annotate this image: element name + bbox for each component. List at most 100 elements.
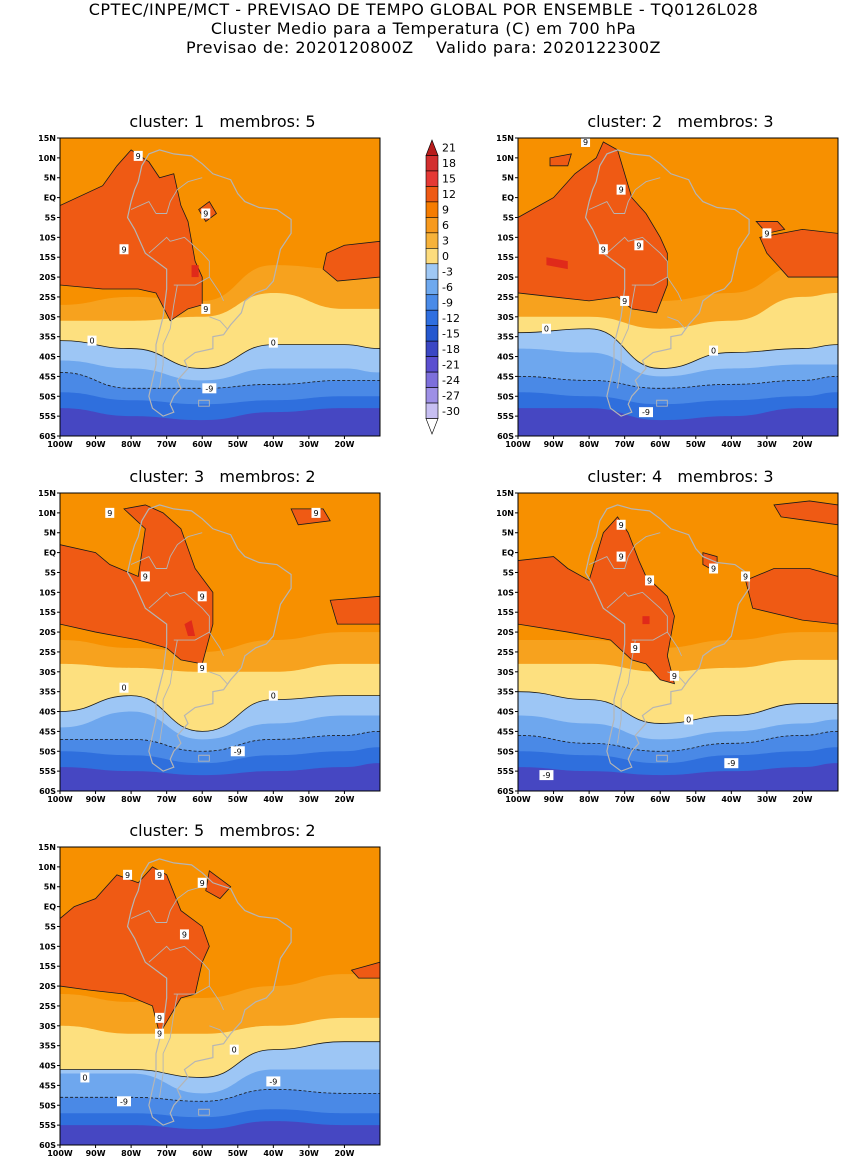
lat-tick-label: 50S	[39, 747, 56, 756]
contour-label: 9	[201, 303, 211, 314]
lon-tick-label: 60W	[650, 440, 670, 449]
temperature-map: 9 9 9 9 9 9 0 0 -9 -9 15N 10N 5N EQ 5S 10S 15S 20S 25S 30S 3…	[38, 843, 381, 1158]
svg-text:9: 9	[143, 572, 148, 581]
svg-text:0: 0	[686, 715, 691, 724]
lat-tick-label: 5S	[45, 568, 57, 577]
svg-text:9: 9	[672, 672, 677, 681]
lat-tick-label: 30S	[39, 313, 56, 322]
svg-text:0: 0	[271, 692, 276, 701]
lat-tick-label: 10S	[497, 233, 514, 242]
contour-label: -9	[639, 407, 653, 418]
colorbar-swatch	[425, 294, 439, 311]
svg-text:9: 9	[743, 572, 748, 581]
lat-tick-label: 15N	[496, 489, 514, 498]
svg-text:0: 0	[121, 684, 126, 693]
lon-tick-label: 90W	[86, 440, 106, 449]
colorbar-swatch	[425, 278, 439, 296]
map-panel-cluster-1: cluster: 1 membros: 5 9 9 9 9 0 0 -9 15N 10N 5N EQ…	[0, 112, 385, 452]
colorbar-swatch	[425, 217, 439, 234]
colorbar-label: -9	[442, 296, 453, 309]
svg-text:9: 9	[601, 245, 606, 254]
lat-tick-label: 35S	[39, 688, 56, 697]
svg-text:9: 9	[636, 241, 641, 250]
lon-tick-label: 60W	[192, 1149, 212, 1158]
colorbar-swatch	[425, 232, 439, 249]
colorbar-label: -21	[442, 358, 460, 371]
panel-title: cluster: 3 membros: 2	[129, 467, 316, 486]
colorbar-swatch	[425, 186, 439, 203]
map-panel-cluster-2: cluster: 2 membros: 3 9 9 9 9 9 9 0 0 -9 15N 10N 5N…	[458, 112, 843, 452]
lat-tick-label: 10N	[496, 154, 514, 163]
contour-label: -9	[724, 758, 739, 769]
map-panel-cluster-5: cluster: 5 membros: 2 9 9 9 9 9 9 0 0 -9 -9 15N 10N…	[0, 821, 385, 1161]
temperature-map: 9 9 9 9 9 9 9 0 -9 -9 15N 10N 5N EQ 5S 10S 15S 20S 25S 30S 3…	[496, 489, 839, 804]
lat-tick-label: EQ	[44, 549, 56, 558]
contour-label: 9	[741, 571, 751, 582]
contour-label: 9	[616, 519, 626, 530]
lat-tick-label: 40S	[39, 708, 56, 717]
lat-tick-label: 10N	[38, 154, 56, 163]
contour-label: 9	[197, 591, 207, 602]
lon-tick-label: 80W	[121, 440, 141, 449]
contour-label: -9	[539, 770, 554, 781]
lat-tick-label: 40S	[39, 1062, 56, 1071]
contour-label: -9	[202, 383, 217, 394]
lat-tick-label: 45S	[39, 1081, 56, 1090]
lat-tick-label: 10N	[38, 509, 56, 518]
svg-text:-9: -9	[120, 1097, 128, 1106]
colorbar-swatch	[425, 387, 439, 404]
lon-tick-label: 70W	[157, 795, 177, 804]
lon-tick-label: 60W	[192, 795, 212, 804]
colorbar-swatch	[425, 155, 439, 172]
contour-label: 0	[684, 714, 694, 725]
contour-label: 9	[616, 184, 626, 195]
lon-tick-label: 20W	[334, 440, 354, 449]
lat-tick-label: 5S	[503, 568, 515, 577]
contour-label: 9	[105, 507, 115, 518]
svg-text:9: 9	[647, 576, 652, 585]
lat-tick-label: 5N	[502, 174, 514, 183]
lon-tick-label: 60W	[192, 440, 212, 449]
contour-label: 0	[268, 690, 278, 701]
lon-tick-label: 30W	[757, 440, 777, 449]
panel-title: cluster: 2 membros: 3	[587, 112, 774, 131]
lon-tick-label: 80W	[579, 440, 599, 449]
colorbar-swatch	[425, 170, 439, 187]
svg-text:9: 9	[313, 509, 318, 518]
lat-tick-label: 25S	[39, 293, 56, 302]
contour-label: 9	[140, 571, 150, 582]
lat-tick-label: 25S	[497, 648, 514, 657]
lat-tick-label: 10S	[39, 588, 56, 597]
lon-tick-label: 100W	[505, 795, 531, 804]
lat-tick-label: 5S	[45, 922, 57, 931]
svg-text:9: 9	[583, 138, 588, 147]
svg-text:9: 9	[121, 245, 126, 254]
contour-label: 9	[155, 1028, 165, 1039]
colorbar-swatch	[425, 248, 439, 265]
lat-tick-label: 15N	[38, 489, 56, 498]
contour-label: 0	[87, 335, 97, 346]
lat-tick-label: 5N	[502, 529, 514, 538]
lon-tick-label: 40W	[721, 440, 741, 449]
svg-text:0: 0	[544, 325, 549, 334]
contour-label: -9	[117, 1096, 131, 1107]
lon-tick-label: 100W	[47, 795, 73, 804]
colorbar-label: 3	[442, 235, 449, 248]
lat-tick-label: 50S	[39, 1101, 56, 1110]
lat-tick-label: 35S	[497, 333, 514, 342]
lat-tick-label: 45S	[39, 727, 56, 736]
contour-label: 9	[581, 136, 591, 147]
contour-label: 9	[634, 240, 644, 251]
lon-tick-label: 80W	[121, 795, 141, 804]
lon-tick-label: 100W	[47, 1149, 73, 1158]
svg-text:-9: -9	[205, 384, 213, 393]
colorbar-swatch	[425, 263, 439, 280]
panel-title: cluster: 1 membros: 5	[129, 112, 316, 131]
lat-tick-label: 55S	[39, 412, 56, 421]
colorbar-label: -24	[442, 374, 460, 387]
header-subtitle: Cluster Medio para a Temperatura (C) em …	[210, 19, 637, 38]
lon-tick-label: 30W	[757, 795, 777, 804]
header-title: CPTEC/INPE/MCT - PREVISAO DE TEMPO GLOBA…	[88, 0, 759, 19]
contour-label: 9	[709, 563, 719, 574]
lon-tick-label: 100W	[505, 440, 531, 449]
